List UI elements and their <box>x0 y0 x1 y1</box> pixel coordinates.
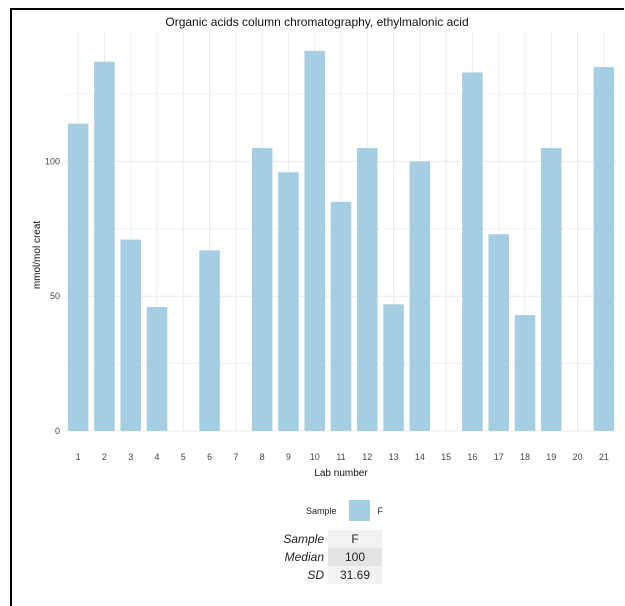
figure-frame <box>10 8 624 606</box>
bar-lab-17 <box>488 234 509 431</box>
stats-row: Sample F <box>260 530 382 548</box>
x-tick-label: 3 <box>128 452 133 462</box>
bar-lab-19 <box>541 147 562 432</box>
x-tick-label: 18 <box>520 452 530 462</box>
bar-lab-18 <box>514 315 536 431</box>
x-tick-label: 21 <box>599 452 609 462</box>
stats-value: 31.69 <box>328 566 382 584</box>
bar-chart: 1 2 3 4 5 6 7 8 9 10 11 12 13 14 15 16 17 18 19 20 21 050100… <box>32 32 617 479</box>
legend-key-swatch <box>348 500 370 521</box>
x-tick-label: 12 <box>362 452 372 462</box>
x-tick-label: 11 <box>336 452 345 462</box>
legend-title: Sample <box>306 505 337 516</box>
bar-lab-8 <box>251 147 273 432</box>
x-tick-labels: 1 2 3 4 5 6 7 8 9 10 11 12 13 14 15 16 17 18 19 20 21 <box>76 452 609 462</box>
stats-value: F <box>328 530 382 548</box>
bar-lab-6 <box>199 250 220 431</box>
bar-lab-21 <box>593 67 615 431</box>
x-tick-label: 17 <box>494 452 504 462</box>
bar-lab-10 <box>304 50 325 432</box>
stats-label: Median <box>284 550 324 564</box>
stats-value: 100 <box>328 548 382 566</box>
bar-lab-1 <box>67 123 89 431</box>
legend: Sample F <box>306 500 383 521</box>
x-tick-label: 1 <box>76 452 81 462</box>
y-tick-labels: 0 50 100 <box>45 156 60 436</box>
x-tick-label: 15 <box>441 452 451 462</box>
bar-lab-12 <box>357 147 378 432</box>
summary-stats-table: Sample F Median 100 SD 31.69 <box>260 530 382 584</box>
legend-entry-label: F <box>377 505 384 516</box>
y-tick-label: 100 <box>45 156 60 166</box>
x-tick-label: 16 <box>467 452 477 462</box>
x-tick-label: 4 <box>154 452 159 462</box>
x-tick-label: 9 <box>286 452 291 462</box>
x-tick-label: 8 <box>260 452 265 462</box>
bar-lab-14 <box>409 161 431 432</box>
bar-lab-9 <box>278 172 299 431</box>
x-tick-label: 10 <box>310 452 320 462</box>
y-tick-label: 50 <box>50 291 60 301</box>
bar-lab-13 <box>383 304 404 431</box>
bar-lab-4 <box>146 306 168 431</box>
bars <box>67 50 615 432</box>
chart-title: Organic acids column chromatography, eth… <box>165 15 469 29</box>
y-tick-label: 0 <box>55 426 60 436</box>
stats-row: Median 100 <box>260 548 382 566</box>
x-tick-label: 5 <box>181 452 186 462</box>
x-tick-label: 7 <box>233 452 238 462</box>
x-tick-label: 2 <box>102 452 107 462</box>
bar-lab-16 <box>462 72 483 432</box>
x-tick-label: 20 <box>573 452 583 462</box>
bar-lab-11 <box>330 201 352 431</box>
stats-label: SD <box>307 568 324 582</box>
x-tick-label: 13 <box>389 452 399 462</box>
x-tick-label: 19 <box>546 452 556 462</box>
bar-lab-3 <box>120 239 141 431</box>
stats-row: SD 31.69 <box>260 566 382 584</box>
x-tick-label: 14 <box>415 452 425 462</box>
y-axis-label: mmol/mol creat <box>32 221 43 290</box>
stats-label: Sample <box>283 532 324 546</box>
x-axis-label: Lab number <box>314 468 368 479</box>
x-tick-label: 6 <box>207 452 212 462</box>
bar-lab-2 <box>94 61 115 432</box>
